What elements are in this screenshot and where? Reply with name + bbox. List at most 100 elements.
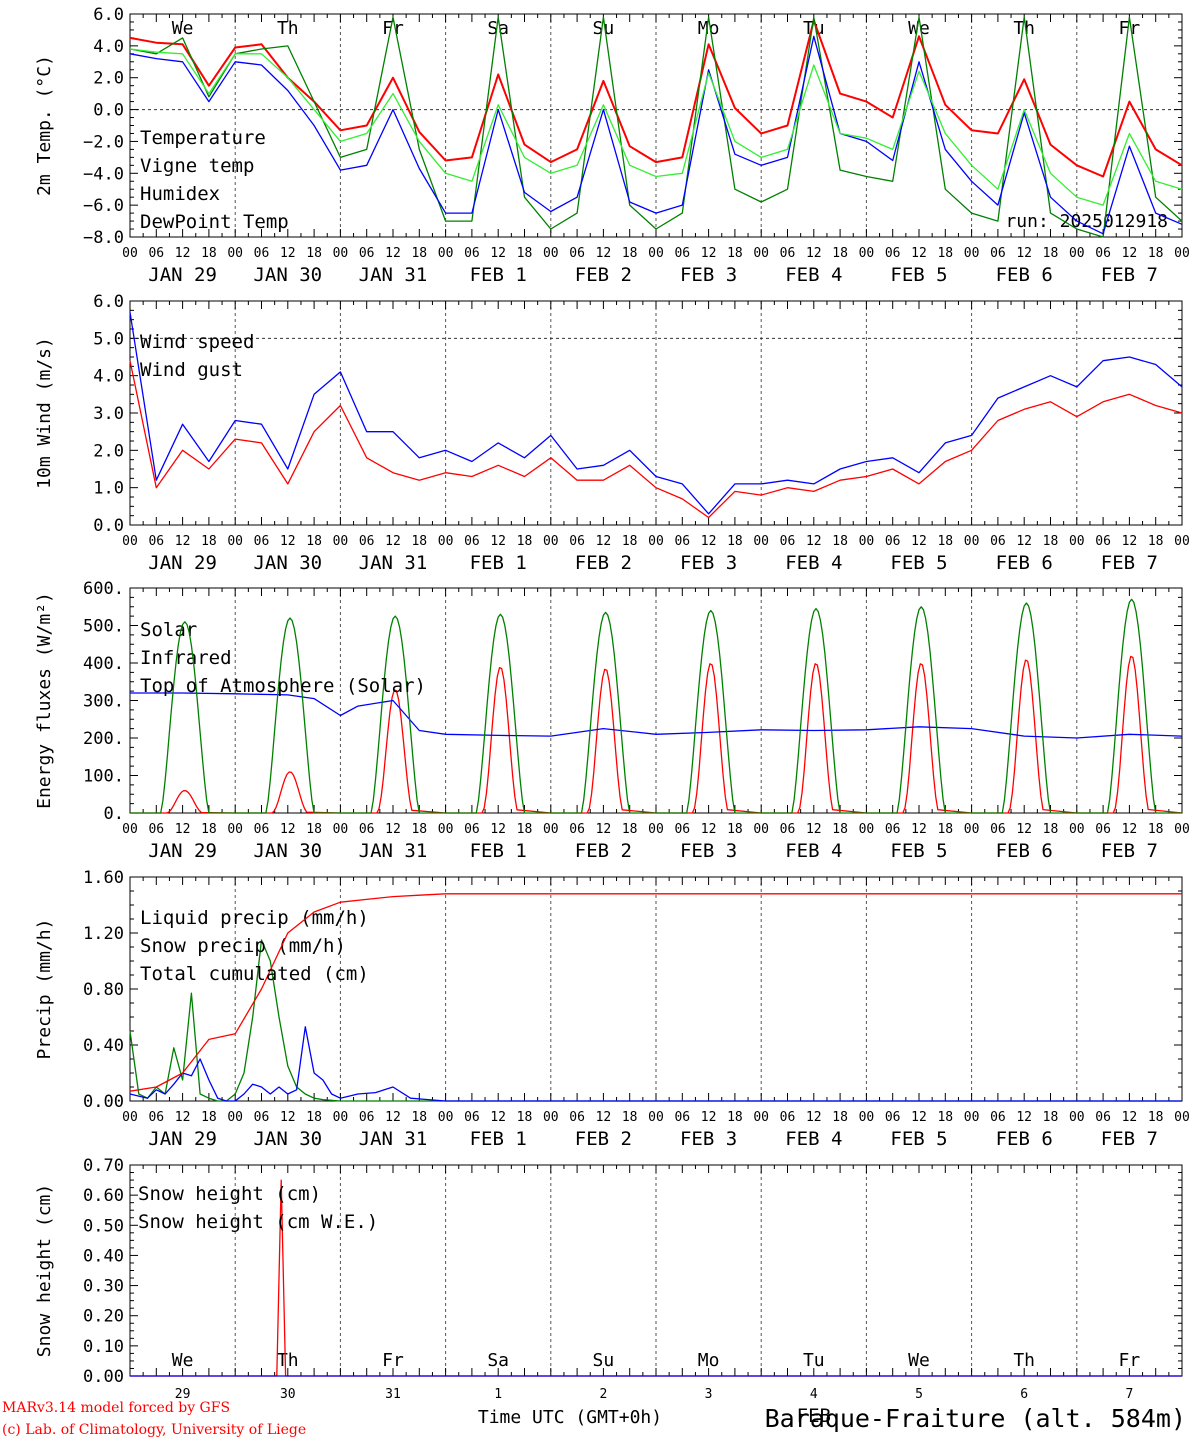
hour-tick-label: 06 — [569, 246, 585, 261]
y-tick-label: 0.40 — [83, 1246, 124, 1266]
hour-tick-label: 18 — [832, 534, 848, 549]
hour-tick-label: 18 — [1043, 246, 1059, 261]
series-line — [129, 35, 1183, 235]
hour-tick-label: 12 — [385, 822, 401, 837]
legend-entry: Infrared — [140, 647, 232, 669]
hour-tick-label: 18 — [727, 534, 743, 549]
hour-tick-label: 00 — [543, 246, 559, 261]
y-tick-label: 0.60 — [83, 1186, 124, 1206]
hour-tick-label: 18 — [517, 1110, 533, 1125]
date-label: FEB 4 — [785, 552, 842, 574]
hour-tick-label: 18 — [1148, 1110, 1164, 1125]
y-tick-label: 500. — [83, 617, 124, 637]
hour-tick-label: 12 — [280, 246, 296, 261]
hour-tick-label: 12 — [1016, 534, 1032, 549]
hour-tick-label: 18 — [727, 1110, 743, 1125]
weekday-label: Su — [593, 1350, 615, 1371]
y-tick-label: 600. — [83, 579, 124, 599]
hour-tick-label: 18 — [1043, 534, 1059, 549]
legend-entry: Snow precip (mm/h) — [140, 935, 346, 957]
series-line — [129, 16, 1183, 238]
hour-tick-label: 12 — [490, 822, 506, 837]
day-number-label: 2 — [599, 1387, 607, 1402]
weekday-label: Th — [1013, 18, 1035, 39]
run-label: run: 2025012918 — [1005, 211, 1168, 232]
hour-tick-label: 06 — [464, 246, 480, 261]
weekday-label: Mo — [698, 1350, 720, 1371]
chart-panel-5: 0.70 0.60 0.50 0.40 0.30 0.20 0.10 0.00 Snow hei… — [34, 1156, 1183, 1427]
hour-tick-label: 12 — [490, 246, 506, 261]
hour-tick-label: 12 — [701, 246, 717, 261]
hour-tick-label: 18 — [727, 822, 743, 837]
weekday-label: Sa — [487, 18, 509, 39]
hour-tick-label: 00 — [859, 822, 875, 837]
hour-tick-label: 00 — [859, 246, 875, 261]
hour-tick-label: 00 — [964, 1110, 980, 1125]
weekday-label: Mo — [698, 18, 720, 39]
hour-tick-label: 12 — [385, 1110, 401, 1125]
y-tick-label: 1.60 — [83, 868, 124, 888]
date-label: FEB 5 — [890, 1128, 947, 1150]
hour-tick-label: 12 — [596, 822, 612, 837]
hour-tick-label: 00 — [753, 822, 769, 837]
hour-tick-label: 00 — [438, 246, 454, 261]
station-title: Baraque-Fraiture (alt. 584m) — [765, 1404, 1186, 1433]
date-label: JAN 31 — [359, 552, 428, 574]
hour-tick-label: 12 — [175, 822, 191, 837]
hour-tick-label: 00 — [1174, 1110, 1190, 1125]
hour-tick-label: 12 — [806, 246, 822, 261]
date-label: FEB 7 — [1101, 840, 1158, 862]
date-label: FEB 5 — [890, 264, 947, 286]
date-label: JAN 30 — [253, 840, 322, 862]
hour-tick-label: 00 — [333, 822, 349, 837]
date-label: FEB 4 — [785, 840, 842, 862]
hour-tick-label: 00 — [227, 534, 243, 549]
hour-tick-label: 00 — [438, 1110, 454, 1125]
hour-tick-label: 00 — [122, 822, 138, 837]
hour-tick-label: 18 — [622, 1110, 638, 1125]
hour-tick-label: 18 — [306, 534, 322, 549]
day-number-label: 30 — [280, 1387, 296, 1402]
day-number-label: 31 — [385, 1387, 401, 1402]
plot-frame — [129, 13, 1183, 238]
series-line — [130, 692, 1183, 739]
weekday-label: Fr — [382, 18, 404, 39]
y-tick-label: 2.0 — [93, 441, 124, 461]
date-label: JAN 29 — [148, 264, 217, 286]
y-tick-label: 6.0 — [93, 5, 124, 25]
date-label: JAN 29 — [148, 1128, 217, 1150]
date-label: FEB 6 — [996, 1128, 1053, 1150]
hour-tick-label: 18 — [1043, 1110, 1059, 1125]
y-tick-label: 1.20 — [83, 924, 124, 944]
date-label: FEB 4 — [785, 1128, 842, 1150]
date-label: FEB 7 — [1101, 1128, 1158, 1150]
hour-tick-label: 00 — [859, 1110, 875, 1125]
hour-tick-label: 12 — [911, 822, 927, 837]
day-number-label: 4 — [810, 1387, 818, 1402]
hour-tick-label: 00 — [1069, 822, 1085, 837]
hour-tick-label: 00 — [964, 822, 980, 837]
hour-tick-label: 06 — [990, 1110, 1006, 1125]
date-label: FEB 2 — [575, 552, 632, 574]
y-tick-label: 0.30 — [83, 1277, 124, 1297]
day-number-label: 29 — [175, 1387, 191, 1402]
hour-tick-label: 12 — [1122, 1110, 1138, 1125]
hour-tick-label: 18 — [937, 534, 953, 549]
hour-tick-label: 06 — [359, 822, 375, 837]
hour-tick-label: 00 — [964, 246, 980, 261]
date-label: FEB 1 — [470, 1128, 527, 1150]
hour-tick-label: 06 — [148, 534, 164, 549]
hour-tick-label: 18 — [411, 534, 427, 549]
hour-tick-label: 00 — [1069, 246, 1085, 261]
y-tick-label: −6.0 — [83, 196, 124, 216]
hour-tick-label: 12 — [490, 1110, 506, 1125]
hour-tick-label: 06 — [1095, 246, 1111, 261]
hour-tick-label: 00 — [753, 534, 769, 549]
y-axis-label: 10m Wind (m/s) — [34, 337, 55, 489]
hour-tick-label: 12 — [911, 534, 927, 549]
weekday-label: We — [172, 1350, 194, 1371]
series-line — [129, 312, 1183, 515]
y-tick-label: 400. — [83, 654, 124, 674]
hour-tick-label: 18 — [1043, 822, 1059, 837]
date-label: FEB 6 — [996, 840, 1053, 862]
